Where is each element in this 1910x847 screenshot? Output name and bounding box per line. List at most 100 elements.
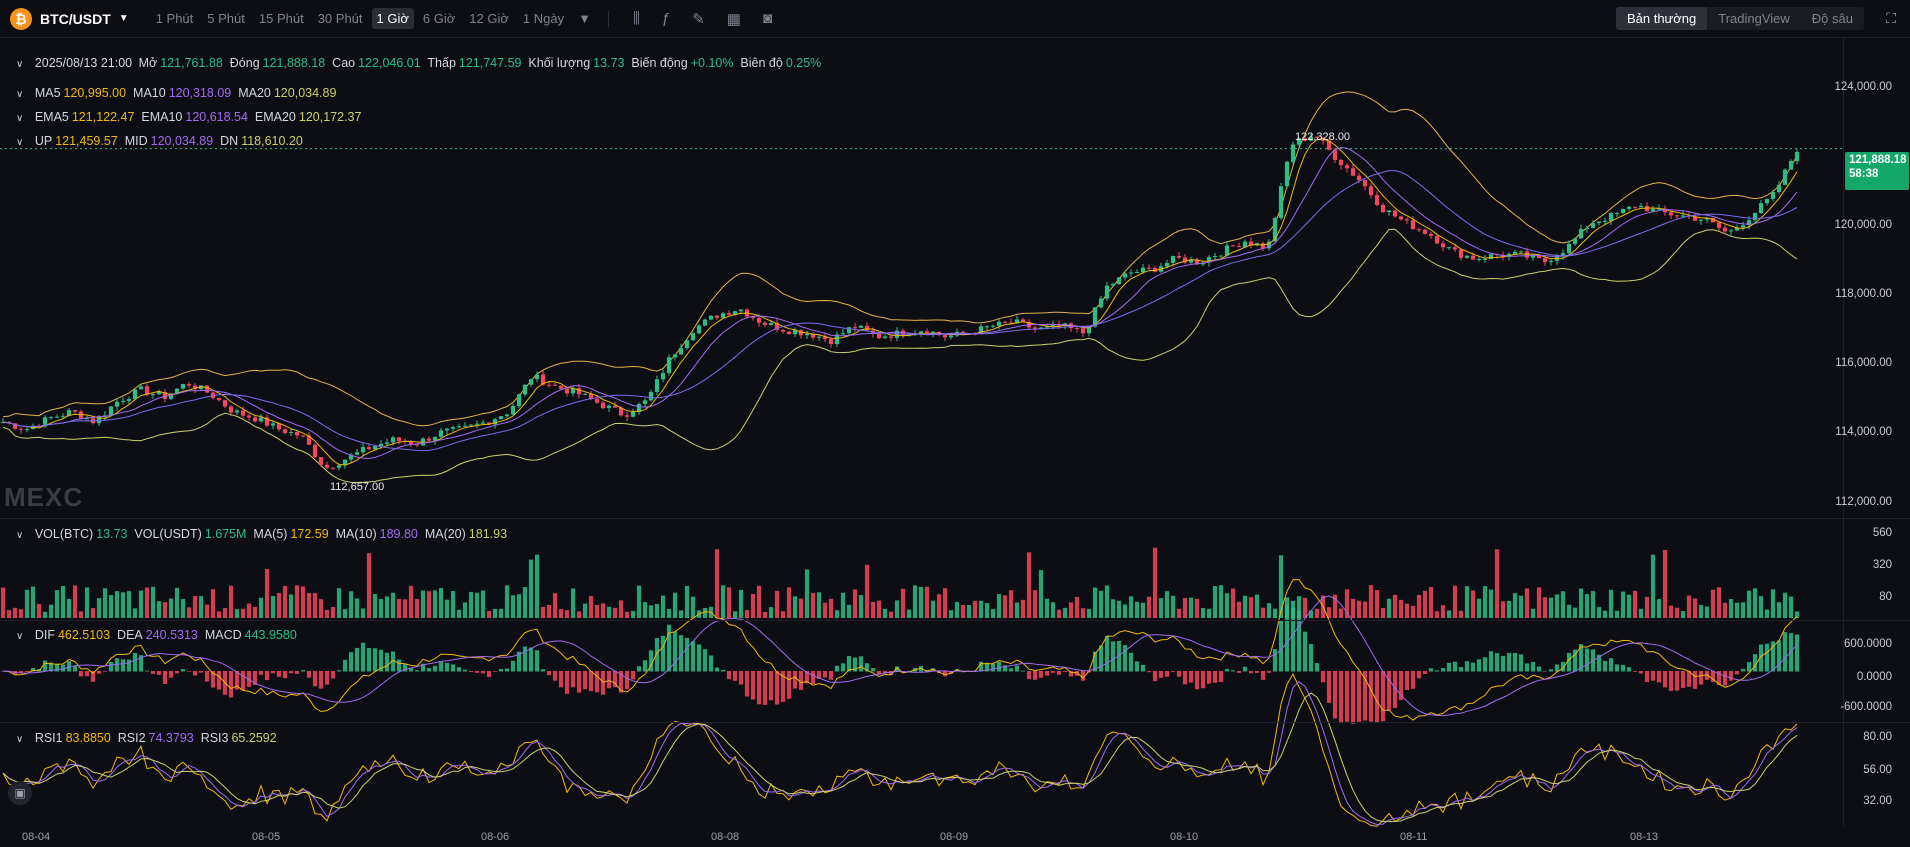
macd-bar <box>48 662 54 672</box>
collapse-icon[interactable]: ∨ <box>16 631 24 642</box>
camera-icon[interactable]: ◙ <box>762 10 773 27</box>
candle-body <box>252 417 258 422</box>
macd-bar <box>534 650 540 672</box>
macd-bar <box>1518 654 1524 672</box>
vol-ma20-value: 181.93 <box>468 527 508 541</box>
macd-bar <box>864 663 870 672</box>
timeframe-15m[interactable]: 15 Phút <box>258 11 304 26</box>
volume-bar <box>954 601 960 618</box>
macd-bar <box>150 671 156 674</box>
macd-bar <box>1686 671 1692 687</box>
formula-icon[interactable]: ƒ <box>661 10 671 27</box>
volume-bar <box>1674 607 1680 618</box>
macd-bar <box>714 667 720 672</box>
macd-bar <box>1380 671 1386 722</box>
candle-body <box>1416 229 1422 231</box>
view-standard[interactable]: Bản thường <box>1615 7 1708 30</box>
amplitude-label: Biên độ <box>740 56 783 70</box>
volume-bar <box>660 595 666 618</box>
macd-bar <box>1650 671 1656 681</box>
macd-bar <box>774 671 780 705</box>
macd-bar <box>822 671 828 678</box>
open-value: 121,761.88 <box>160 56 223 70</box>
collapse-icon[interactable]: ∨ <box>16 59 24 70</box>
macd-bar <box>1050 671 1056 673</box>
macd-bar <box>606 671 612 689</box>
candle-body <box>594 398 600 403</box>
candle-body <box>678 348 684 355</box>
candle-body <box>1428 233 1434 236</box>
draw-icon[interactable]: ✎ <box>692 10 705 28</box>
volume-bar <box>1554 594 1560 618</box>
collapse-icon[interactable]: ∨ <box>16 530 24 541</box>
macd-bar <box>120 659 126 672</box>
macd-bar <box>690 641 696 672</box>
ma10-line <box>2 147 1798 460</box>
macd-bar <box>540 669 546 672</box>
layout-icon[interactable]: ▦ <box>726 10 741 28</box>
candle-body <box>954 331 960 336</box>
macd-bar <box>1512 652 1518 672</box>
timeframe-1m[interactable]: 1 Phút <box>155 11 194 26</box>
date-tick: 08-08 <box>711 831 740 843</box>
timeframe-5m[interactable]: 5 Phút <box>207 11 245 26</box>
timeframe-12h[interactable]: 12 Giờ <box>469 11 509 26</box>
timeframe-1h[interactable]: 1 Giờ <box>371 8 414 29</box>
candle-body <box>1512 251 1518 254</box>
volume-bar <box>342 609 348 618</box>
price-axis-divider <box>1843 38 1844 827</box>
macd-bar <box>210 671 216 688</box>
chevron-down-icon[interactable]: ▼ <box>118 13 129 24</box>
macd-bar <box>702 649 708 672</box>
volume-bar <box>1314 608 1320 618</box>
pair-selector[interactable]: BTC/USDT <box>40 10 111 27</box>
fullscreen-icon[interactable]: ⛶ <box>1886 10 1896 26</box>
volume-bar <box>168 598 174 618</box>
macd-bar <box>672 631 678 672</box>
candle-body <box>438 430 444 437</box>
macd-value: 443.9580 <box>244 628 297 642</box>
volume-bar <box>1368 585 1374 618</box>
volume-bar <box>684 585 690 618</box>
volume-bar <box>210 589 216 618</box>
volume-bar <box>1644 596 1650 618</box>
macd-bar <box>324 671 330 685</box>
candle-body <box>1722 227 1728 232</box>
candle-body <box>222 400 228 407</box>
candle-body <box>786 331 792 335</box>
vol-tick: 560 <box>1872 527 1892 539</box>
volume-bar <box>1506 600 1512 618</box>
volume-bar <box>294 585 300 618</box>
macd-bar <box>270 671 276 674</box>
timeframe-30m[interactable]: 30 Phút <box>317 11 363 26</box>
candle-body <box>1170 255 1176 263</box>
volume-bar <box>1470 590 1476 618</box>
timeframe-1d[interactable]: 1 Ngày <box>522 11 565 26</box>
macd-bar <box>348 652 354 672</box>
timeframe-dropdown-icon[interactable]: ▼ <box>578 11 591 26</box>
collapse-icon[interactable]: ∨ <box>16 89 24 100</box>
collapse-icon[interactable]: ∨ <box>16 734 24 745</box>
candle-body <box>180 384 186 389</box>
candle-body <box>1602 220 1608 222</box>
macd-bar <box>1254 671 1260 673</box>
price-chart[interactable] <box>0 38 1843 827</box>
candle-body <box>510 405 516 415</box>
macd-bar <box>318 671 324 689</box>
volume-bar <box>780 611 786 618</box>
change-label: Biến động <box>631 56 688 70</box>
candle-body <box>1638 205 1644 208</box>
view-depth[interactable]: Độ sâu <box>1811 11 1853 26</box>
calendar-icon[interactable]: ▣ <box>8 781 32 805</box>
candle-body <box>186 384 192 386</box>
view-tradingview[interactable]: TradingView <box>1718 11 1790 26</box>
volume-bar <box>1740 602 1746 618</box>
macd-bar <box>1542 670 1548 672</box>
collapse-icon[interactable]: ∨ <box>16 137 24 148</box>
volume-bar <box>558 609 564 618</box>
collapse-icon[interactable]: ∨ <box>16 113 24 124</box>
candle-body <box>1146 267 1152 269</box>
indicator-icon[interactable]: ⫼ <box>632 10 640 27</box>
timeframe-6h[interactable]: 6 Giờ <box>422 11 456 26</box>
macd-bar <box>438 661 444 672</box>
